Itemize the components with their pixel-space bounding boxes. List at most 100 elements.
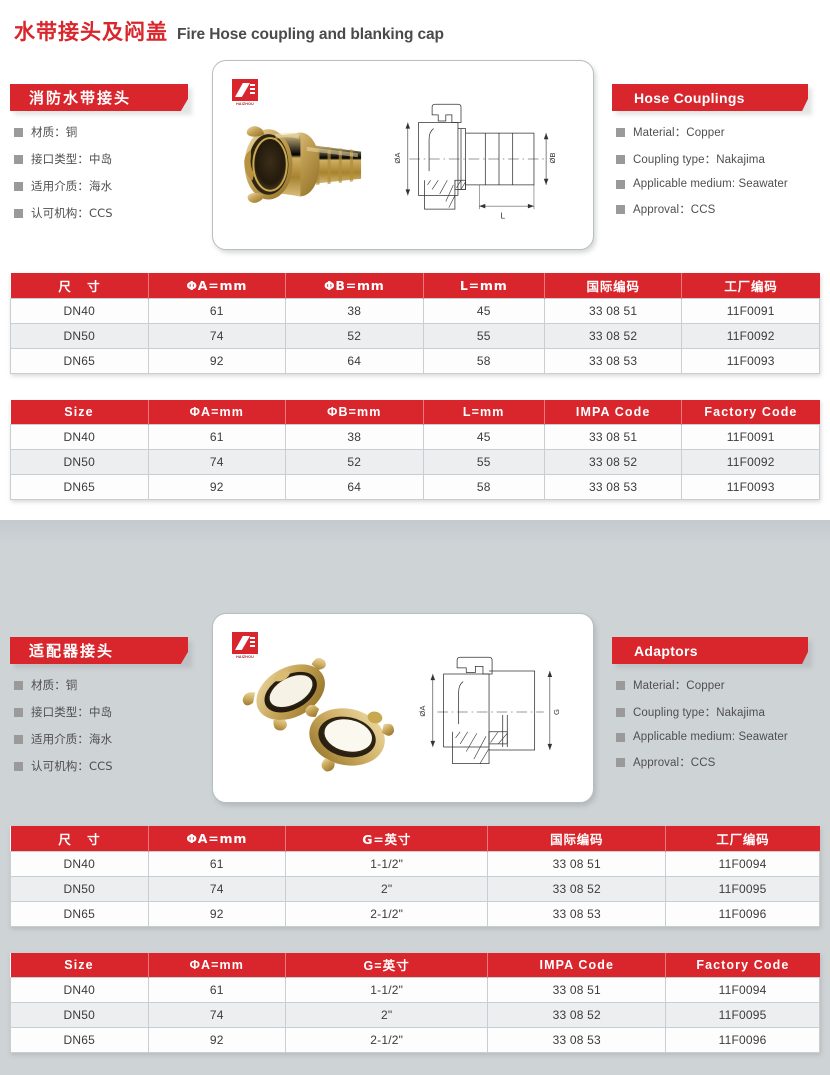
cell: 11F0094 bbox=[665, 850, 820, 877]
cell: 92 bbox=[147, 474, 287, 500]
cell: 64 bbox=[285, 474, 424, 500]
cell: 33 08 53 bbox=[487, 900, 667, 927]
logo-mark-icon bbox=[232, 79, 258, 101]
col-header: G=英寸 bbox=[285, 952, 489, 978]
bullet-square-icon bbox=[616, 680, 625, 690]
banner-cn-adaptors: 适配器接头 bbox=[10, 637, 188, 664]
bullet-square-icon bbox=[14, 154, 23, 164]
cell: 45 bbox=[422, 297, 545, 324]
cell: 1-1/2" bbox=[285, 850, 489, 877]
table-row: DN50 74 52 55 33 08 52 11F0092 bbox=[10, 449, 820, 475]
spec-item: 材质：铜 bbox=[14, 677, 206, 693]
col-header: 尺 寸 bbox=[10, 826, 149, 851]
cell: 33 08 51 bbox=[543, 297, 683, 324]
table-row: DN50 74 2" 33 08 52 11F0095 bbox=[10, 1002, 820, 1028]
table-row: DN50 74 52 55 33 08 52 11F0092 bbox=[10, 322, 820, 349]
spec-text: 接口类型：中岛 bbox=[31, 152, 113, 166]
spec-item: 接口类型：中岛 bbox=[14, 704, 206, 720]
spec-text: 认可机构：CCS bbox=[31, 759, 113, 773]
cell: 2-1/2" bbox=[285, 900, 489, 927]
cell: 92 bbox=[147, 1027, 287, 1053]
spec-item: Approval：CCS bbox=[616, 754, 820, 770]
spec-item: 接口类型：中岛 bbox=[14, 151, 206, 167]
cell: 33 08 51 bbox=[543, 424, 683, 450]
banner-label: 消防水带接头 bbox=[29, 89, 132, 107]
cell: 2-1/2" bbox=[285, 1027, 489, 1053]
cell: 1-1/2" bbox=[285, 977, 489, 1003]
spec-column-cn: 消防水带接头 材质：铜 接口类型：中岛 适用介质：海水 bbox=[10, 60, 206, 232]
col-header: L=mm bbox=[423, 399, 545, 425]
cell: 61 bbox=[147, 297, 287, 324]
col-header: ΦA=mm bbox=[148, 399, 287, 425]
spec-text: Material：Copper bbox=[633, 127, 725, 139]
col-header: 国际编码 bbox=[544, 273, 683, 298]
table-row: DN40 61 1-1/2" 33 08 51 11F0094 bbox=[10, 850, 820, 877]
spec-text: 认可机构：CCS bbox=[31, 206, 113, 220]
spec-text: Coupling type：Nakajima bbox=[633, 707, 765, 719]
dim-label-a: ØA bbox=[418, 705, 427, 717]
logo-text: HAIZHOU bbox=[236, 102, 254, 106]
col-header: Factory Code bbox=[681, 399, 820, 425]
bullet-square-icon bbox=[616, 154, 625, 164]
cell: 38 bbox=[285, 297, 424, 324]
cell: 11F0091 bbox=[681, 424, 820, 450]
spec-list-en: Material：Copper Coupling type：Nakajima A… bbox=[612, 124, 820, 217]
col-header: Size bbox=[10, 952, 149, 978]
cell: 58 bbox=[422, 474, 545, 500]
banner-en-hose-couplings: Hose Couplings bbox=[612, 84, 808, 111]
table-wrap-cn-1: 尺 寸 ΦA=mm ΦB=mm L=mm 国际编码 工厂编码 DN40 61 3… bbox=[0, 273, 830, 374]
table-wrap-en-2: Size ΦA=mm G=英寸 IMPA Code Factory Code D… bbox=[0, 952, 830, 1053]
cell: DN50 bbox=[10, 322, 149, 349]
section-hose-couplings: 消防水带接头 材质：铜 接口类型：中岛 适用介质：海水 bbox=[0, 60, 830, 500]
spec-item: 认可机构：CCS bbox=[14, 205, 206, 221]
spec-text: Approval：CCS bbox=[633, 757, 716, 769]
page-title: 水带接头及闷盖 Fire Hose coupling and blanking … bbox=[0, 0, 830, 46]
table-row: DN65 92 64 58 33 08 53 11F0093 bbox=[10, 474, 820, 500]
col-header: L=mm bbox=[423, 273, 545, 298]
haizhou-logo: HAIZHOU bbox=[230, 79, 260, 106]
cell: DN65 bbox=[10, 900, 149, 927]
cell: 52 bbox=[285, 449, 424, 475]
spec-text: 适用介质：海水 bbox=[31, 179, 113, 193]
spec-table-cn-adaptors: 尺 寸 ΦA=mm G=英寸 国际编码 工厂编码 DN40 61 1-1/2" … bbox=[10, 826, 820, 927]
cell: 33 08 53 bbox=[543, 474, 683, 500]
cell: 11F0096 bbox=[665, 900, 820, 927]
cell: 92 bbox=[147, 900, 287, 927]
table-row: DN50 74 2" 33 08 52 11F0095 bbox=[10, 875, 820, 902]
spec-text: 材质：铜 bbox=[31, 125, 78, 139]
cell: 33 08 52 bbox=[543, 322, 683, 349]
cell: DN50 bbox=[10, 449, 149, 475]
spec-item: 适用介质：海水 bbox=[14, 178, 206, 194]
spec-item: Applicable medium: Seawater bbox=[616, 178, 820, 190]
page-title-en: Fire Hose coupling and blanking cap bbox=[177, 26, 444, 43]
cell: 61 bbox=[147, 850, 287, 877]
cell: 58 bbox=[422, 347, 545, 374]
cell: 11F0092 bbox=[681, 322, 820, 349]
cell: DN40 bbox=[10, 424, 149, 450]
col-header: IMPA Code bbox=[487, 952, 667, 978]
banner-label: Hose Couplings bbox=[634, 89, 745, 106]
spec-table-cn-hose-couplings: 尺 寸 ΦA=mm ΦB=mm L=mm 国际编码 工厂编码 DN40 61 3… bbox=[10, 273, 820, 374]
bullet-square-icon bbox=[616, 179, 625, 189]
technical-drawing-adaptors: ØA G bbox=[410, 628, 585, 796]
cell: DN65 bbox=[10, 347, 149, 374]
logo-mark-icon bbox=[232, 632, 258, 654]
cell: DN50 bbox=[10, 875, 149, 902]
bullet-square-icon bbox=[14, 181, 23, 191]
table-header-row: Size ΦA=mm G=英寸 IMPA Code Factory Code bbox=[10, 952, 820, 978]
col-header: Factory Code bbox=[665, 952, 820, 978]
spec-column-en: Adaptors Material：Copper Coupling type：N… bbox=[600, 613, 820, 781]
spec-item: Applicable medium: Seawater bbox=[616, 731, 820, 743]
spec-item: Material：Copper bbox=[616, 677, 820, 693]
bullet-square-icon bbox=[616, 757, 625, 767]
bullet-square-icon bbox=[616, 707, 625, 717]
cell: 92 bbox=[147, 347, 287, 374]
table-row: DN65 92 2-1/2" 33 08 53 11F0096 bbox=[10, 1027, 820, 1053]
catalog-page: 水带接头及闷盖 Fire Hose coupling and blanking … bbox=[0, 0, 830, 1053]
cell: 74 bbox=[147, 322, 287, 349]
spec-item: Coupling type：Nakajima bbox=[616, 704, 820, 720]
col-header: 工厂编码 bbox=[681, 273, 820, 298]
bullet-square-icon bbox=[616, 732, 625, 742]
cell: 33 08 53 bbox=[487, 1027, 667, 1053]
cell: DN65 bbox=[10, 1027, 149, 1053]
